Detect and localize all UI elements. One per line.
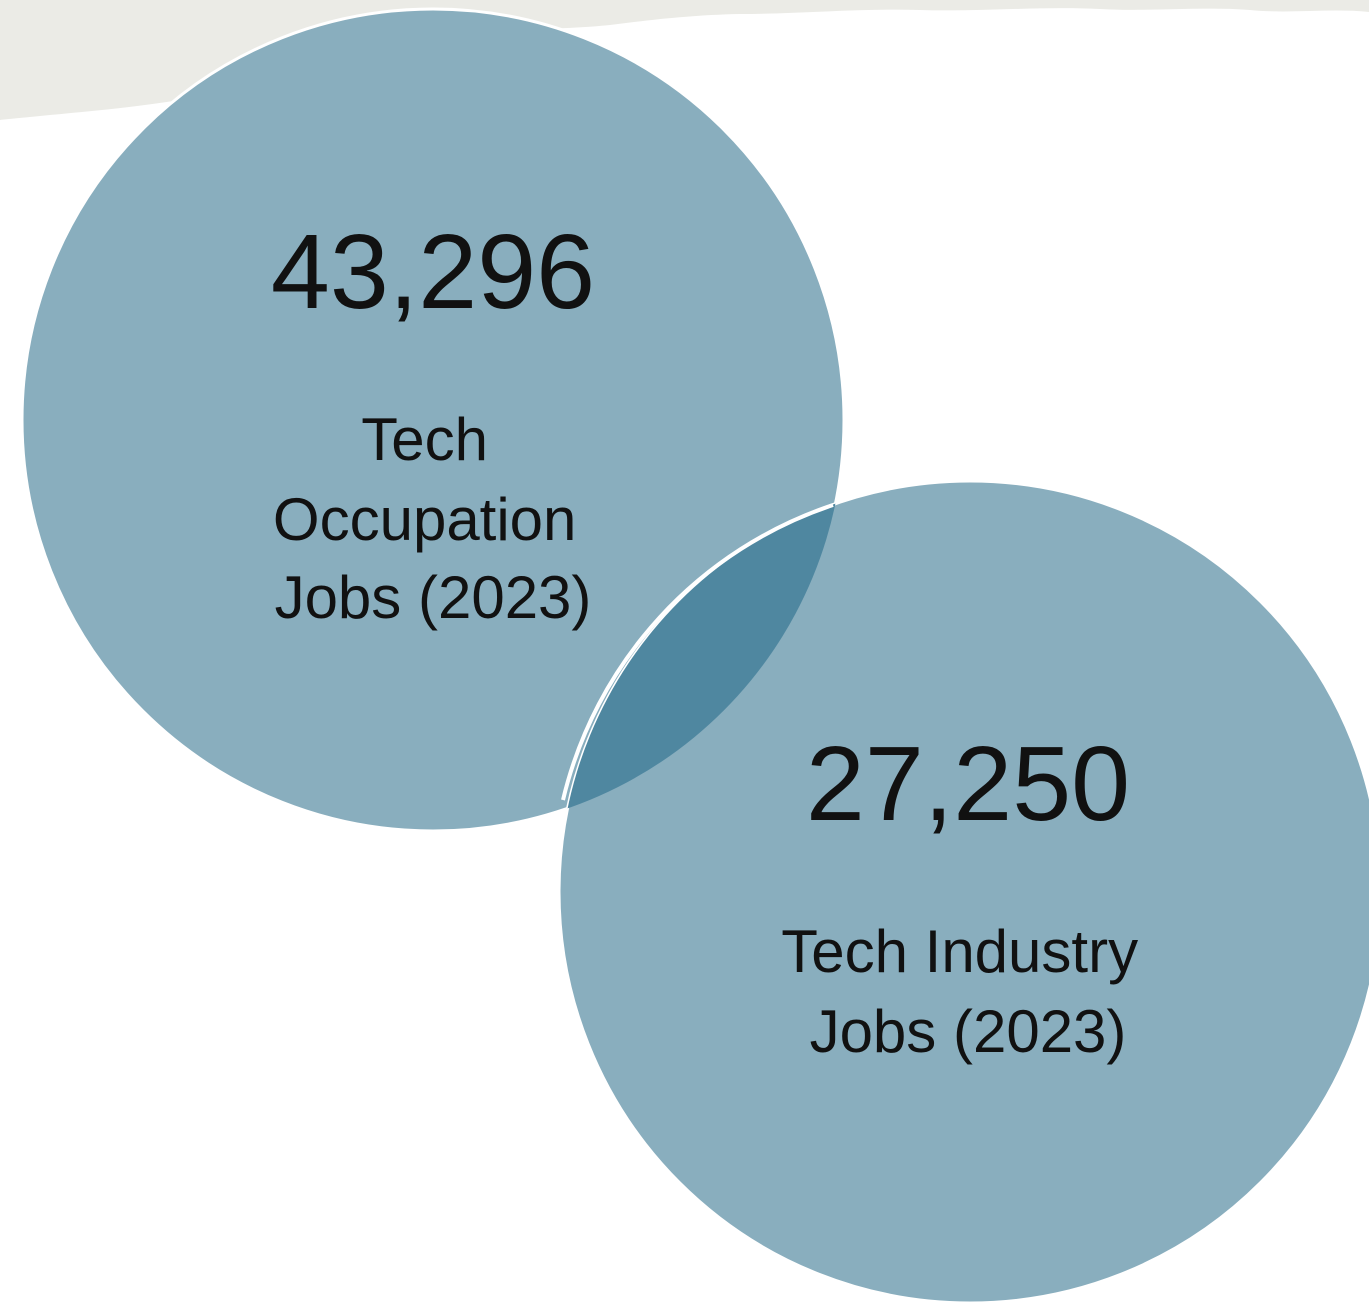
occupation-circle [20, 7, 846, 833]
occupation-value: 43,296 [271, 213, 595, 331]
occupation-label: Tech Occupation Jobs (2023) [273, 406, 593, 631]
industry-circle [557, 479, 1369, 1303]
industry-value: 27,250 [806, 725, 1130, 843]
occupation-label-line-3: Jobs (2023) [275, 564, 592, 631]
occupation-label-line-2: Occupation [273, 486, 577, 553]
industry-label-line-2: Jobs (2023) [810, 998, 1127, 1065]
industry-label: Tech Industry Jobs (2023) [781, 918, 1155, 1065]
industry-label-line-1: Tech Industry [781, 918, 1138, 985]
occupation-label-line-1: Tech [361, 406, 488, 473]
overlap-outline-arc [561, 503, 834, 801]
